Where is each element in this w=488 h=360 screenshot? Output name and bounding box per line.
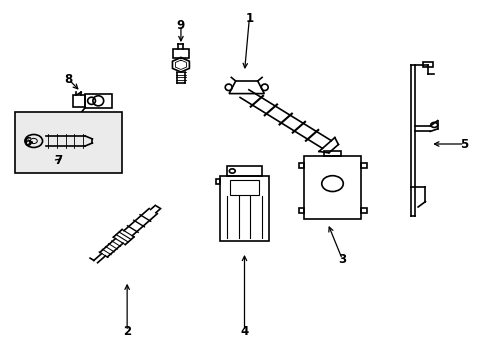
Bar xyxy=(15,112,122,173)
Bar xyxy=(298,163,304,168)
Text: 2: 2 xyxy=(123,325,131,338)
Bar xyxy=(323,151,341,156)
Text: 8: 8 xyxy=(64,73,72,86)
Bar xyxy=(229,180,259,194)
Text: 7: 7 xyxy=(55,154,62,167)
Bar xyxy=(227,166,261,176)
Bar xyxy=(422,62,432,67)
Text: 1: 1 xyxy=(245,12,253,24)
Bar xyxy=(173,49,188,58)
Bar xyxy=(360,208,366,213)
Text: 9: 9 xyxy=(177,19,184,32)
Bar xyxy=(360,163,366,168)
Bar xyxy=(298,208,304,213)
Text: 3: 3 xyxy=(338,253,346,266)
Bar xyxy=(85,94,111,108)
Bar xyxy=(72,95,85,107)
Text: 4: 4 xyxy=(240,325,248,338)
Text: 6: 6 xyxy=(23,136,31,149)
Bar xyxy=(220,176,268,241)
Text: 5: 5 xyxy=(460,138,468,150)
Bar xyxy=(216,179,220,184)
Bar xyxy=(304,156,360,219)
